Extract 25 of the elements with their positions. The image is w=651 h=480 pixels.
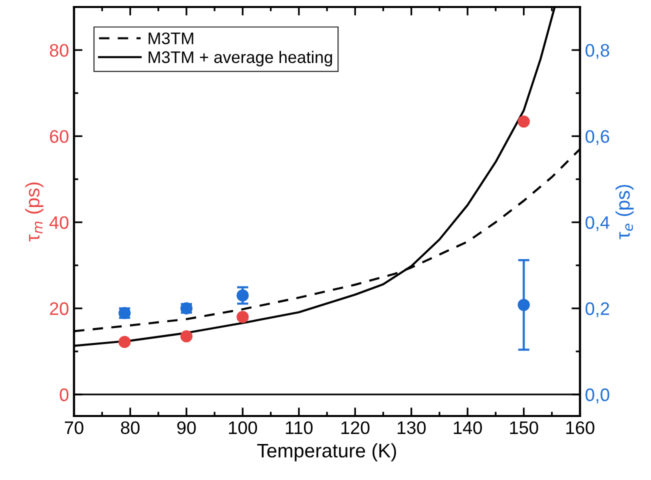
y2-tick-label: 0,2	[586, 302, 610, 318]
x-tick-label: 130	[398, 421, 426, 434]
x-tick-label: 80	[120, 421, 140, 434]
y-tick-label: 0	[60, 388, 68, 402]
x-tick-label: 90	[177, 421, 196, 434]
y-tick-label: 60	[50, 130, 68, 143]
legend-label: M3TM	[148, 32, 194, 44]
x-tick-label: 100	[228, 421, 258, 434]
x-axis-title: Temperature (K)	[257, 443, 396, 462]
y2-tick-label: 0,4	[586, 216, 610, 232]
x-tick-label: 70	[64, 421, 84, 434]
x-tick-label: 150	[510, 421, 538, 434]
y-tick-label: 40	[49, 216, 68, 229]
x-tick-label: 140	[454, 421, 482, 434]
x-tick-label: 120	[341, 421, 370, 434]
y-axis-title: τ$_{m}$ (ps)	[25, 182, 44, 242]
y2-tick-label: 0,0	[586, 388, 610, 404]
y2-axis-title: τ$_{e}$ (ps)	[616, 184, 634, 240]
legend-label: M3TM + average heating	[148, 50, 332, 66]
x-tick-label: 110	[286, 421, 313, 434]
y-tick-label: 20	[50, 302, 68, 316]
x-tick-label: 160	[566, 421, 594, 434]
y2-tick-label: 0,6	[586, 130, 610, 146]
y-tick-label: 80	[50, 44, 68, 57]
y2-tick-label: 0,8	[586, 44, 610, 59]
